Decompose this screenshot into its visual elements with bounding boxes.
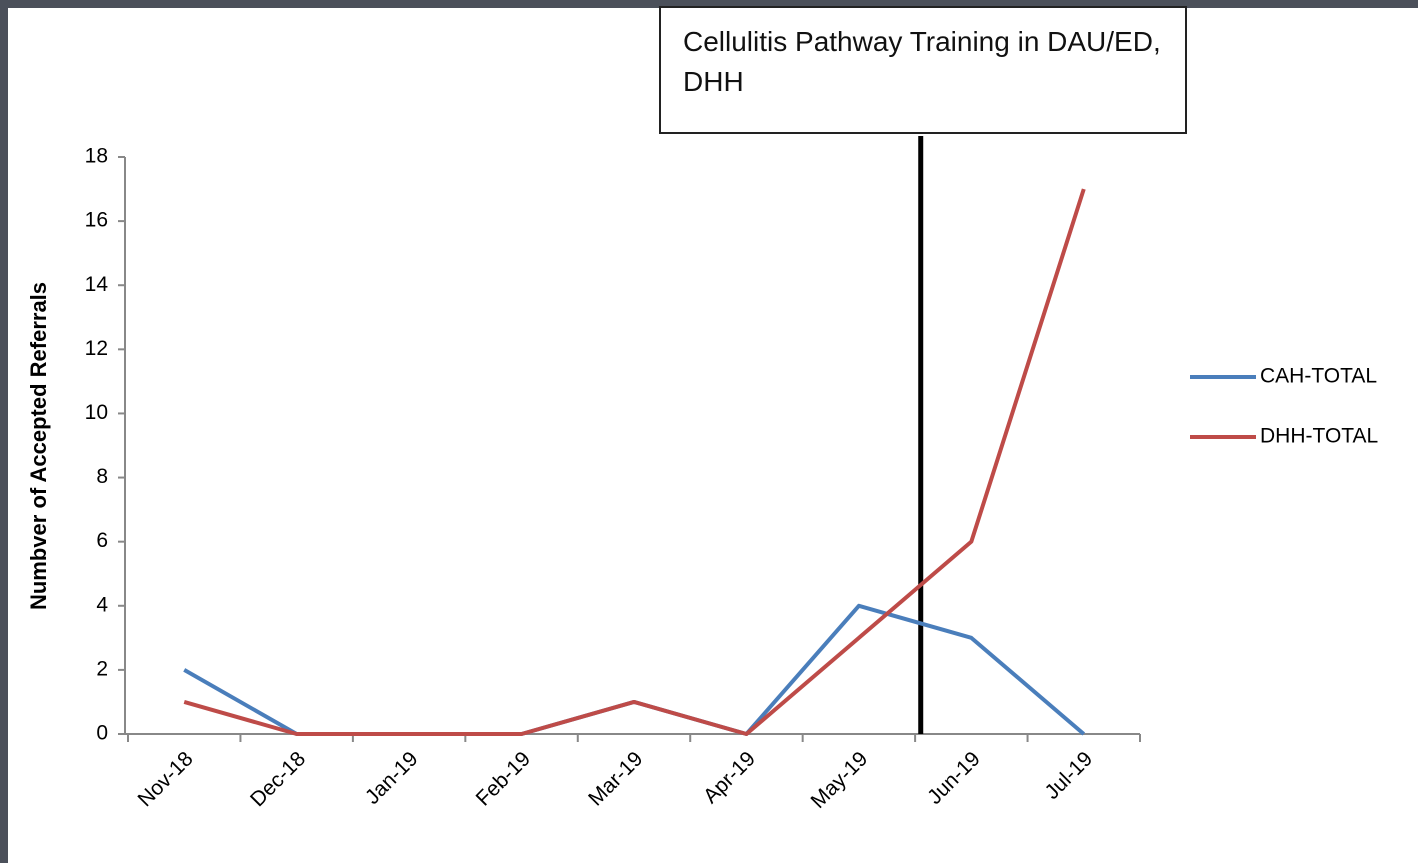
x-tick-label: Nov-18 xyxy=(134,747,198,811)
y-tick-label: 10 xyxy=(85,401,108,424)
y-tick-label: 18 xyxy=(85,145,108,168)
x-tick-label: Dec-18 xyxy=(246,747,310,811)
x-tick-label: Feb-19 xyxy=(472,747,535,810)
x-tick-label: Jan-19 xyxy=(361,747,423,809)
y-tick-label: 16 xyxy=(85,209,108,232)
x-tick-label: Apr-19 xyxy=(699,747,760,808)
legend-label: DHH-TOTAL xyxy=(1260,425,1378,448)
y-tick-label: 4 xyxy=(96,593,108,616)
series-line xyxy=(183,188,1086,736)
y-tick-label: 6 xyxy=(96,529,108,552)
legend-label: CAH-TOTAL xyxy=(1260,365,1377,388)
x-tick-label: May-19 xyxy=(807,747,873,813)
y-tick-label: 8 xyxy=(96,465,108,488)
y-tick-label: 12 xyxy=(85,337,108,360)
annotation: Cellulitis Pathway Training in DAU/ED, D… xyxy=(659,6,1187,134)
x-tick-label: Mar-19 xyxy=(584,747,647,810)
x-tick-label: Jul-19 xyxy=(1041,747,1098,804)
y-axis-label: Numbver of Accepted Referrals xyxy=(26,282,51,610)
y-tick-label: 14 xyxy=(85,273,109,296)
x-tick-label: Jun-19 xyxy=(923,747,985,809)
y-tick-label: 0 xyxy=(96,722,108,745)
y-tick-label: 2 xyxy=(96,657,108,680)
series-line xyxy=(183,603,1086,736)
